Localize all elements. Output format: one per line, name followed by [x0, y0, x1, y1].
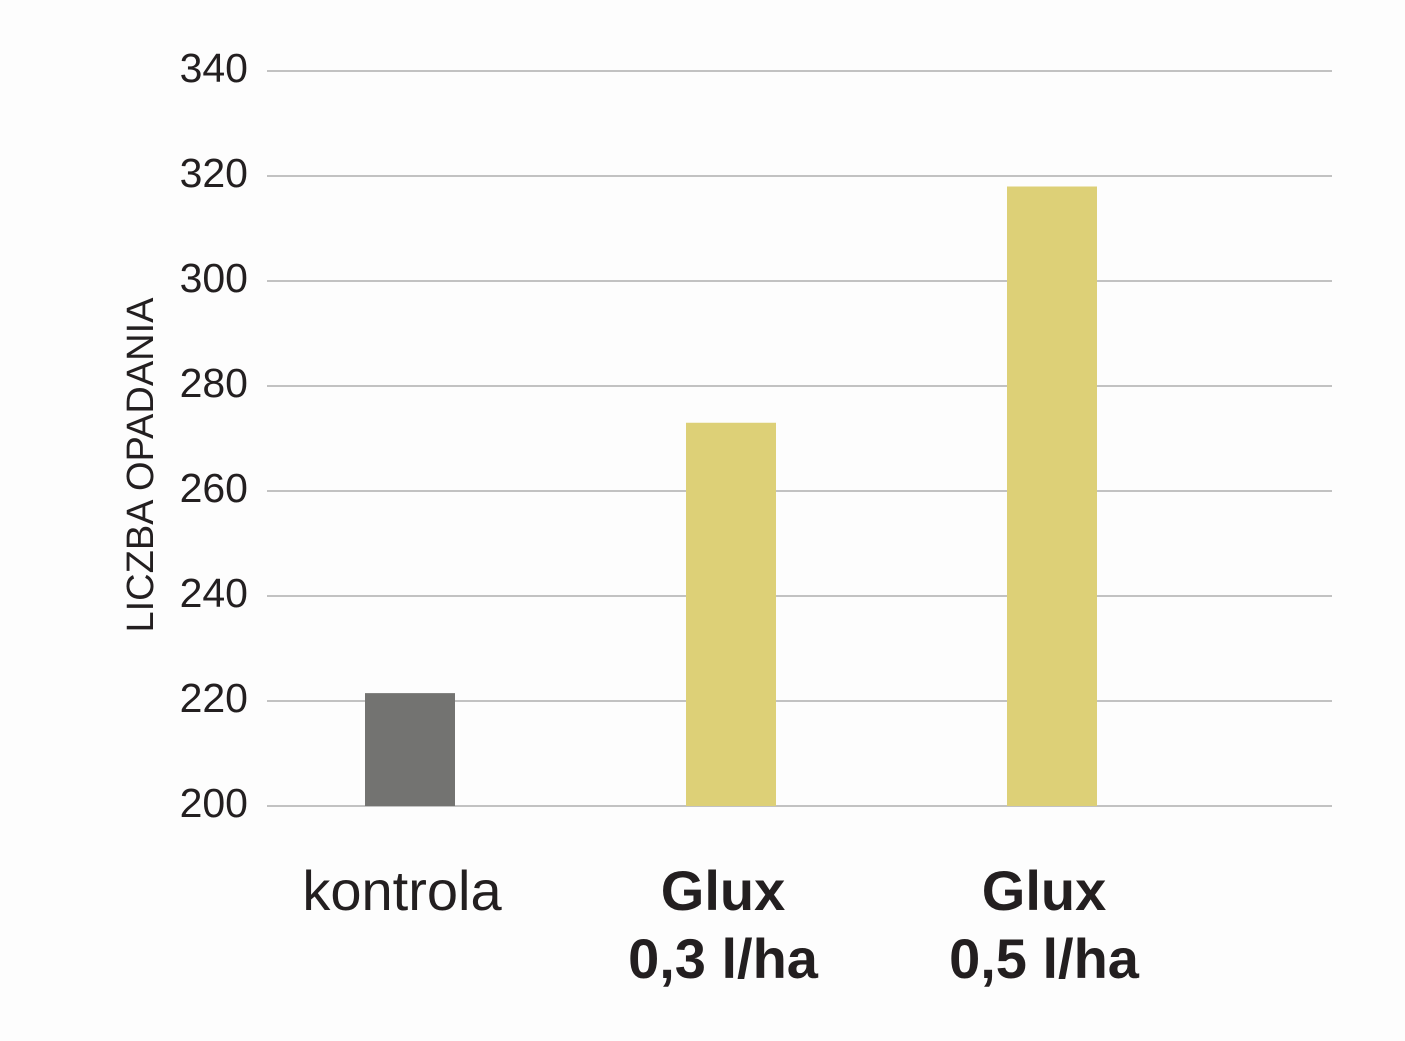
y-tick-label: 280	[180, 360, 248, 406]
y-tick-label: 240	[180, 570, 248, 616]
bar	[1007, 186, 1097, 806]
bar	[686, 422, 776, 806]
y-tick-label: 300	[180, 255, 248, 301]
x-tick-label: 0,3 l/ha	[628, 927, 819, 990]
x-tick-label: kontrola	[302, 859, 502, 922]
x-tick-label: Glux	[982, 859, 1106, 922]
y-tick-label: 220	[180, 675, 248, 721]
y-tick-label: 260	[180, 465, 248, 511]
y-tick-label: 200	[180, 780, 248, 826]
bar	[365, 693, 455, 806]
y-tick-label: 340	[180, 45, 248, 91]
y-tick-label: 320	[180, 150, 248, 196]
x-tick-label: Glux	[661, 859, 785, 922]
x-tick-label: 0,5 l/ha	[949, 927, 1140, 990]
y-axis-label: LICZBA OPADANIA	[120, 297, 162, 633]
